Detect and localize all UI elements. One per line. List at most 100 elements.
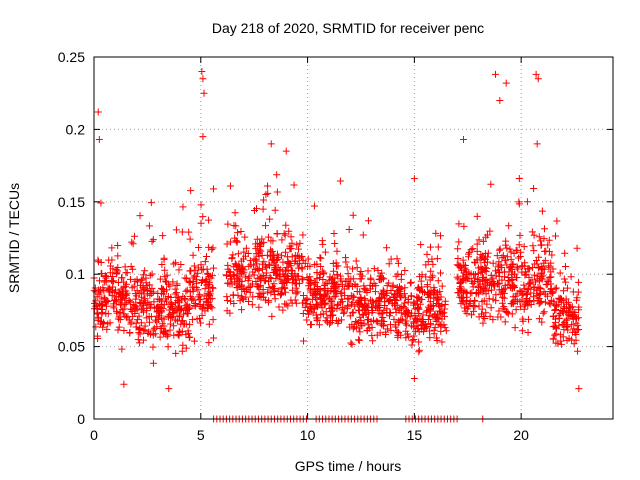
- x-tick-label: 0: [90, 427, 98, 443]
- data-point: [291, 279, 299, 287]
- data-point: [495, 286, 503, 294]
- data-point: [263, 251, 271, 259]
- data-point: [481, 259, 489, 267]
- data-point: [233, 238, 241, 246]
- data-point: [186, 279, 194, 287]
- data-point: [427, 321, 435, 329]
- data-point: [462, 274, 470, 282]
- data-point: [339, 303, 347, 311]
- data-point: [305, 310, 313, 318]
- data-point: [422, 308, 430, 316]
- data-point: [425, 327, 433, 335]
- data-point: [469, 245, 477, 253]
- data-point: [331, 239, 339, 247]
- data-point: [189, 287, 197, 295]
- data-point: [303, 316, 311, 324]
- data-point: [479, 237, 487, 245]
- data-point: [508, 271, 516, 279]
- data-point: [315, 321, 323, 329]
- plot-frame: [93, 56, 614, 420]
- data-point: [459, 289, 467, 297]
- data-point: [140, 327, 148, 335]
- data-point: [454, 255, 462, 263]
- y-tick-label: 0.25: [58, 49, 85, 65]
- data-point: [283, 253, 291, 261]
- data-point: [438, 338, 446, 346]
- data-point: [202, 276, 210, 284]
- data-point: [245, 262, 253, 270]
- data-point: [505, 222, 513, 230]
- data-point: [173, 289, 181, 297]
- data-point: [343, 263, 351, 271]
- data-point: [190, 262, 198, 270]
- data-point: [344, 294, 352, 302]
- data-point: [199, 133, 207, 141]
- data-point: [259, 289, 267, 297]
- data-point: [487, 276, 495, 284]
- data-point: [509, 275, 517, 283]
- data-point: [520, 243, 528, 251]
- data-point: [541, 298, 549, 306]
- data-point: [536, 299, 544, 307]
- data-point: [543, 292, 551, 300]
- data-point: [238, 268, 246, 276]
- data-point: [135, 326, 143, 334]
- data-point: [131, 301, 139, 309]
- data-point: [530, 297, 538, 305]
- data-point: [314, 314, 322, 322]
- data-point: [329, 267, 337, 275]
- data-point: [473, 247, 481, 255]
- data-point: [238, 306, 246, 314]
- data-point: [156, 333, 164, 341]
- data-point: [285, 227, 293, 235]
- data-point: [314, 285, 322, 293]
- data-point: [437, 327, 445, 335]
- data-point: [93, 302, 101, 310]
- data-point: [564, 322, 572, 330]
- data-point: [224, 220, 232, 228]
- data-point: [355, 336, 363, 344]
- data-point: [331, 283, 339, 291]
- data-point: [317, 254, 325, 262]
- data-point: [266, 274, 274, 282]
- data-points: [90, 67, 583, 423]
- data-point: [277, 291, 285, 299]
- data-point: [281, 288, 289, 296]
- data-point: [188, 295, 196, 303]
- data-point: [279, 267, 287, 275]
- data-point: [546, 273, 554, 281]
- data-point: [514, 265, 522, 273]
- data-point: [328, 304, 336, 312]
- data-point: [481, 264, 489, 272]
- data-point: [470, 307, 478, 315]
- data-point: [107, 277, 115, 285]
- data-point: [156, 325, 164, 333]
- data-point: [475, 302, 483, 310]
- data-point: [241, 233, 249, 241]
- data-point: [572, 336, 580, 344]
- data-point: [533, 140, 541, 148]
- data-point: [415, 305, 423, 313]
- data-point: [209, 185, 217, 193]
- data-point: [363, 327, 371, 335]
- data-point: [430, 330, 438, 338]
- data-point: [422, 324, 430, 332]
- data-point: [423, 307, 431, 315]
- data-point: [170, 331, 178, 339]
- data-point: [151, 304, 159, 312]
- data-point: [116, 309, 124, 317]
- data-point: [318, 304, 326, 312]
- data-point: [166, 320, 174, 328]
- data-point: [508, 261, 516, 269]
- data-point: [419, 321, 427, 329]
- data-point: [570, 325, 578, 333]
- data-point: [537, 289, 545, 297]
- data-point: [333, 305, 341, 313]
- data-point: [518, 327, 526, 335]
- data-point: [387, 255, 395, 263]
- data-point: [255, 303, 263, 311]
- data-point: [227, 182, 235, 190]
- data-point: [257, 242, 265, 250]
- data-point: [496, 245, 504, 253]
- data-point: [353, 324, 361, 332]
